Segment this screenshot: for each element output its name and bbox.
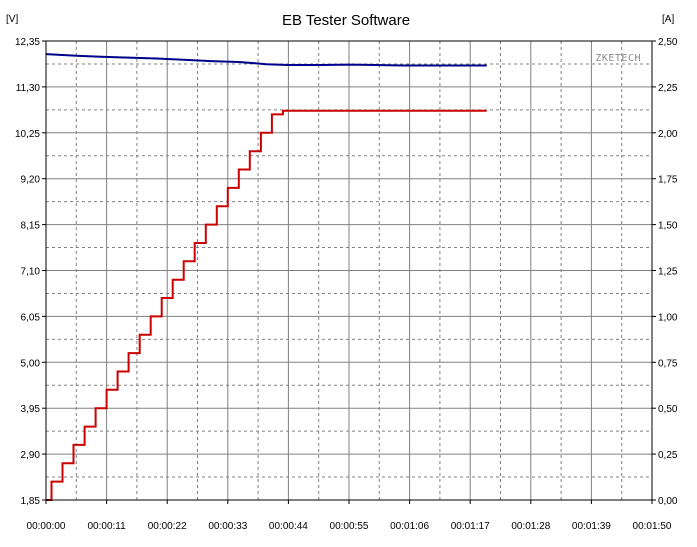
y-right-tick-label: 1,75 <box>658 175 678 186</box>
y-right-tick-label: 0,50 <box>658 404 678 415</box>
tick-labels: 12,35 11,30 10,25 9,20 8,15 7,10 6,05 5,00 3,95 2… <box>15 37 678 532</box>
current-series-line <box>46 109 487 501</box>
x-tick-label: 00:01:17 <box>451 521 490 532</box>
y-left-tick-label: 12,35 <box>15 37 40 48</box>
y-left-tick-label: 6,05 <box>21 312 41 323</box>
y-right-tick-label: 2,25 <box>658 83 678 94</box>
y-right-tick-label: 1,25 <box>658 267 678 278</box>
y-left-tick-label: 2,90 <box>21 450 41 461</box>
y-left-tick-label: 11,30 <box>16 83 41 94</box>
x-tick-label: 00:01:39 <box>572 521 611 532</box>
y-right-tick-label: 0,75 <box>658 358 678 369</box>
y-left-tick-label: 10,25 <box>15 129 40 140</box>
x-tick-label: 00:01:06 <box>390 521 429 532</box>
x-tick-label: 00:00:22 <box>148 521 187 532</box>
y-left-tick-label: 7,10 <box>21 267 41 278</box>
y-right-tick-label: 0,00 <box>658 496 678 507</box>
y-left-tick-label: 5,00 <box>21 358 41 369</box>
y-left-tick-label: 8,15 <box>21 221 41 232</box>
x-tick-label: 00:01:50 <box>633 521 672 532</box>
x-tick-label: 00:00:55 <box>330 521 369 532</box>
x-tick-label: 00:00:11 <box>88 521 127 532</box>
y-left-tick-label: 9,20 <box>21 175 41 186</box>
x-tick-label: 00:01:28 <box>511 521 550 532</box>
right-axis-unit: [A] <box>662 14 674 25</box>
chart-title: EB Tester Software <box>282 12 410 29</box>
y-left-tick-label: 1,85 <box>21 496 41 507</box>
voltage-series-line <box>45 53 487 67</box>
y-right-tick-label: 1,50 <box>658 221 678 232</box>
y-right-tick-label: 0,25 <box>658 450 678 461</box>
y-right-tick-label: 2,00 <box>658 129 678 140</box>
watermark: ZKETECH <box>595 53 641 64</box>
y-left-tick-label: 3,95 <box>21 404 41 415</box>
x-tick-label: 00:00:00 <box>27 521 66 532</box>
x-tick-label: 00:00:44 <box>269 521 308 532</box>
y-right-tick-label: 2,50 <box>658 37 678 48</box>
series-lines <box>45 53 487 501</box>
y-right-tick-label: 1,00 <box>658 312 678 323</box>
left-axis-unit: [V] <box>6 14 18 25</box>
x-tick-label: 00:00:33 <box>208 521 247 532</box>
